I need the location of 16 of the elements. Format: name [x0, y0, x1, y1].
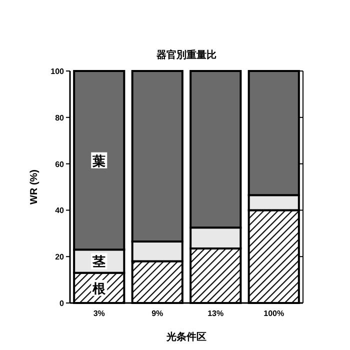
series-label: 根 [92, 280, 107, 296]
y-tick-label: 0 [60, 299, 65, 308]
x-tick-label: 3% [93, 309, 105, 318]
y-tick-label: 40 [55, 206, 65, 216]
x-tick-label: 9% [152, 309, 164, 318]
y-axis-title: WR (%) [29, 170, 40, 204]
y-tick-label: 20 [55, 252, 65, 262]
x-tick-label: 13% [208, 309, 224, 318]
series-label: 葉 [92, 153, 106, 168]
y-tick-label: 80 [55, 113, 65, 122]
chart-title: 器官別重量比 [156, 49, 216, 61]
y-tick-label: 60 [55, 160, 65, 169]
x-tick-label: 100% [264, 309, 284, 318]
x-axis-title: 光条件区 [166, 331, 206, 343]
series-label: 茎 [92, 254, 106, 270]
y-tick-label: 100 [50, 67, 65, 76]
